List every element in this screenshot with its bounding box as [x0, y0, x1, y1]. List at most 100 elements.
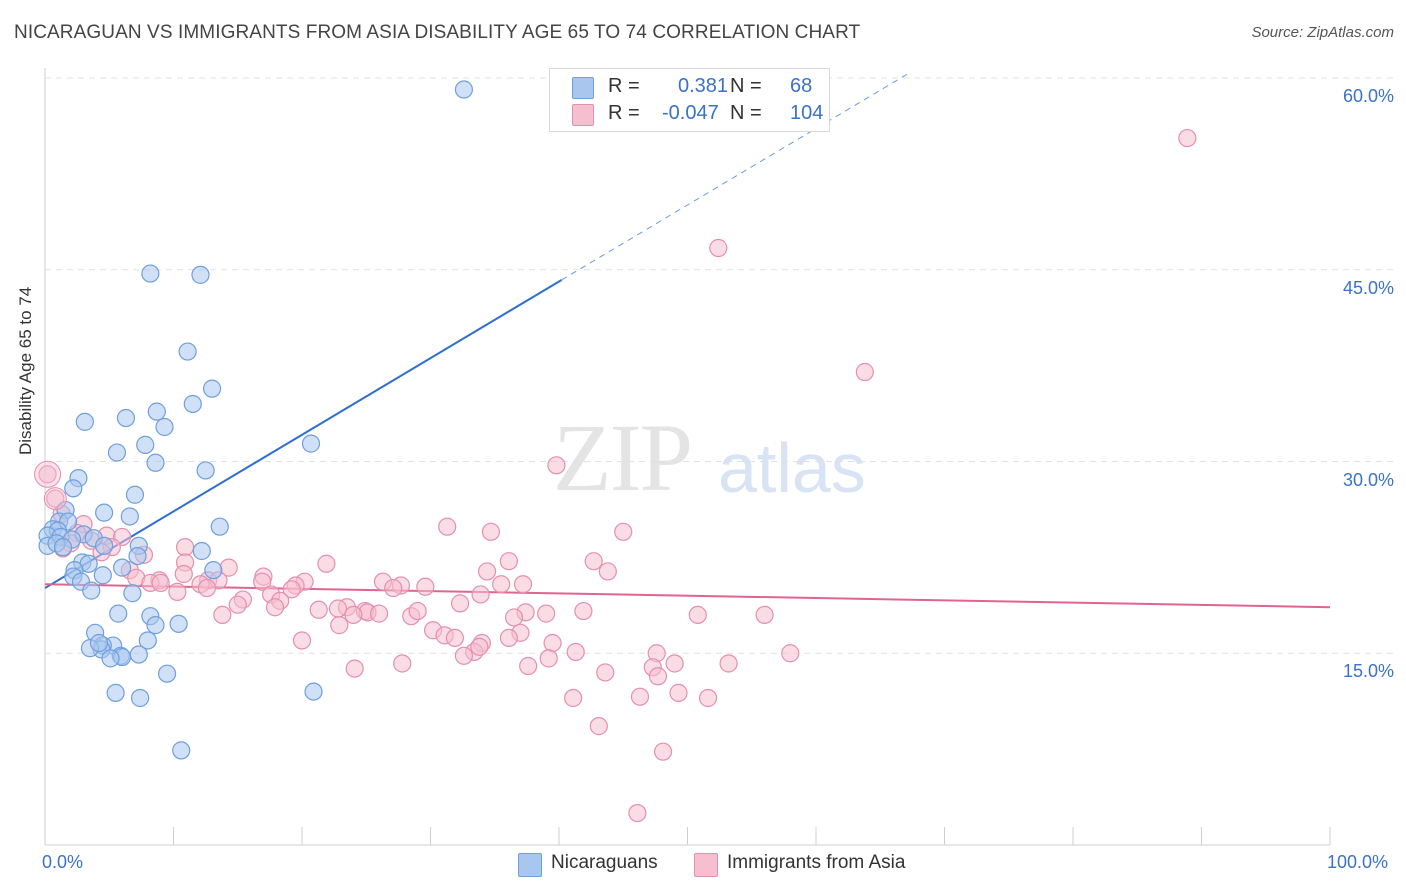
x-tick-label-max: 100.0%: [1327, 852, 1389, 872]
data-point-immigrants-asia: [309, 600, 328, 619]
axes: [44, 68, 1331, 846]
y-axis-label: Disability Age 65 to 74: [16, 286, 35, 455]
data-point-nicaraguans: [196, 461, 215, 480]
data-point-immigrants-asia: [653, 742, 673, 761]
data-points: [34, 80, 1197, 823]
data-point-immigrants-asia: [416, 577, 435, 596]
data-point-immigrants-asia: [781, 644, 800, 663]
data-point-nicaraguans: [191, 265, 210, 284]
data-point-nicaraguans: [89, 633, 109, 653]
data-point-immigrants-asia: [292, 631, 312, 650]
data-point-nicaraguans: [109, 604, 128, 623]
data-point-nicaraguans: [129, 645, 148, 664]
watermark-zip: ZIP: [553, 404, 693, 511]
data-point-nicaraguans: [141, 264, 160, 283]
r-value: -0.047: [662, 102, 719, 124]
data-point-immigrants-asia: [345, 659, 364, 678]
data-point-immigrants-asia: [253, 572, 272, 591]
data-point-immigrants-asia: [628, 803, 647, 823]
data-point-nicaraguans: [202, 379, 222, 398]
r-label: R =: [608, 102, 640, 124]
data-point-nicaraguans: [204, 561, 223, 580]
data-point-nicaraguans: [301, 434, 321, 453]
data-point-immigrants-asia: [317, 554, 336, 573]
data-point-immigrants-asia: [328, 599, 348, 618]
data-point-immigrants-asia: [477, 562, 497, 581]
data-point-nicaraguans: [106, 683, 125, 702]
data-point-immigrants-asia: [46, 489, 65, 508]
data-point-immigrants-asia: [1178, 128, 1197, 148]
data-point-immigrants-asia: [470, 637, 489, 656]
data-point-immigrants-asia: [445, 628, 465, 648]
data-point-immigrants-asia: [648, 667, 668, 686]
data-point-nicaraguans: [147, 402, 166, 421]
data-point-nicaraguans: [107, 443, 127, 462]
data-point-immigrants-asia: [574, 601, 593, 621]
data-point-nicaraguans: [146, 453, 165, 472]
data-point-nicaraguans: [128, 546, 147, 566]
data-point-immigrants-asia: [688, 605, 707, 625]
trend-lines: [44, 73, 1331, 609]
data-point-nicaraguans: [101, 649, 120, 668]
y-tick-label: 60.0%: [1342, 86, 1394, 106]
data-point-immigrants-asia: [265, 598, 285, 617]
data-point-nicaraguans: [123, 584, 142, 603]
data-point-immigrants-asia: [438, 517, 457, 536]
data-point-nicaraguans: [138, 631, 157, 650]
data-point-nicaraguans: [192, 541, 211, 561]
data-point-immigrants-asia: [566, 642, 585, 662]
y-tick-label: 15.0%: [1342, 661, 1394, 682]
r-value: 0.381: [678, 75, 729, 97]
data-point-immigrants-asia: [589, 717, 608, 736]
data-point-immigrants-asia: [547, 456, 566, 475]
n-value: 104: [790, 102, 824, 124]
legend-label: Immigrants from Asia: [727, 852, 906, 873]
data-point-immigrants-asia: [669, 683, 688, 702]
data-point-nicaraguans: [146, 616, 165, 635]
data-point-nicaraguans: [157, 664, 177, 683]
trend-line-nicaraguans-extension: [561, 73, 908, 281]
data-point-immigrants-asia: [393, 654, 412, 673]
data-point-immigrants-asia: [330, 616, 349, 635]
n-label: N =: [730, 75, 762, 97]
data-point-nicaraguans: [95, 503, 114, 522]
data-point-immigrants-asia: [519, 656, 538, 676]
data-point-immigrants-asia: [450, 594, 470, 613]
data-point-immigrants-asia: [698, 688, 718, 708]
data-point-immigrants-asia: [543, 633, 562, 653]
data-point-immigrants-asia: [168, 582, 187, 601]
n-value: 68: [790, 75, 813, 97]
legend-swatch-pink: [572, 104, 594, 126]
data-point-nicaraguans: [178, 342, 197, 361]
source-note: Source: ZipAtlas.com: [1251, 24, 1394, 41]
n-label: N =: [730, 102, 762, 124]
data-point-immigrants-asia: [564, 688, 583, 708]
data-point-nicaraguans: [82, 581, 101, 600]
r-label: R =: [608, 75, 640, 97]
data-point-immigrants-asia: [539, 649, 558, 668]
correlation-legend: R = 0.381 N = 68 R = -0.047 N = 104: [549, 68, 830, 132]
data-point-immigrants-asia: [344, 605, 363, 625]
data-point-immigrants-asia: [481, 522, 500, 541]
data-point-nicaraguans: [95, 536, 114, 555]
data-point-nicaraguans: [112, 558, 132, 577]
data-point-nicaraguans: [116, 408, 136, 428]
data-point-immigrants-asia: [665, 654, 684, 673]
data-point-immigrants-asia: [537, 604, 556, 623]
data-point-nicaraguans: [75, 412, 94, 431]
data-point-immigrants-asia-large: [43, 487, 67, 511]
data-point-immigrants-asia: [719, 654, 738, 673]
data-point-immigrants-asia: [454, 646, 474, 665]
chart-title: NICARAGUAN VS IMMIGRANTS FROM ASIA DISAB…: [14, 22, 861, 43]
data-point-immigrants-asia: [499, 552, 518, 571]
data-point-immigrants-asia: [630, 687, 650, 706]
data-point-nicaraguans: [183, 394, 202, 414]
legend-swatch-blue: [572, 77, 594, 99]
data-point-nicaraguans: [130, 688, 150, 708]
data-point-nicaraguans: [210, 517, 229, 536]
y-tick-label: 30.0%: [1342, 469, 1394, 490]
data-point-immigrants-asia: [504, 608, 524, 627]
data-point-nicaraguans: [172, 741, 191, 760]
data-point-immigrants-asia: [584, 552, 603, 571]
